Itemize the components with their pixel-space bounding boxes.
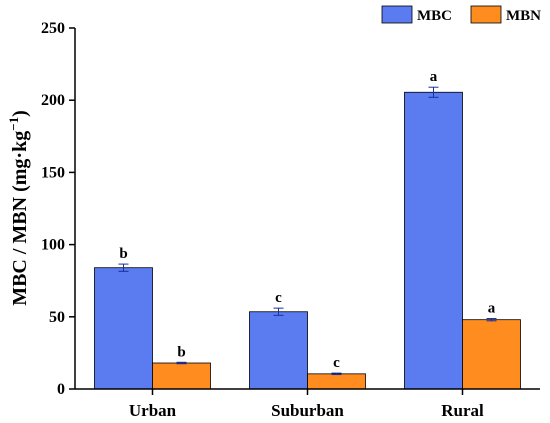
significance-label: b [119,246,127,262]
bar-mbn-rural [462,319,521,390]
y-tick-label: 250 [41,20,65,37]
significance-label: c [275,290,282,306]
legend-label-mbc: MBC [417,8,452,24]
y-tick-label: 150 [41,164,65,181]
y-axis-title-superscript: −1 [6,117,21,131]
legend: MBC MBN [381,5,541,24]
significance-label: a [488,301,496,317]
bar-mbn-urban [152,362,211,390]
bar-mbc-rural [404,91,463,390]
y-axis-title-close: ) [9,110,31,117]
y-axis-title: MBC / MBN (mg·kg−1) [6,110,31,306]
bars: b b c c a a [94,69,521,390]
legend-swatch-mbc [381,5,413,24]
y-tick-label: 50 [49,309,65,326]
legend-label-mbn: MBN [506,8,541,24]
x-tick-label: Rural [441,401,484,420]
y-tick-label: 0 [57,381,65,398]
y-tick-label: 200 [41,92,65,109]
bar-mbc-urban [94,267,153,390]
y-tick-label: 100 [41,237,65,254]
significance-label: a [430,69,438,85]
significance-label: c [333,355,340,371]
x-axis-ticks: Urban Suburban Rural [129,389,484,420]
bar-mbn-suburban [307,373,366,390]
y-axis-ticks: 0 50 100 150 200 250 [41,20,75,398]
x-tick-label: Suburban [271,401,344,420]
y-axis-title-main: MBC / MBN (mg·kg [9,131,31,306]
legend-swatch-mbn [470,5,502,24]
x-tick-label: Urban [129,401,177,420]
bar-mbc-suburban [249,311,308,390]
significance-label: b [177,344,185,360]
